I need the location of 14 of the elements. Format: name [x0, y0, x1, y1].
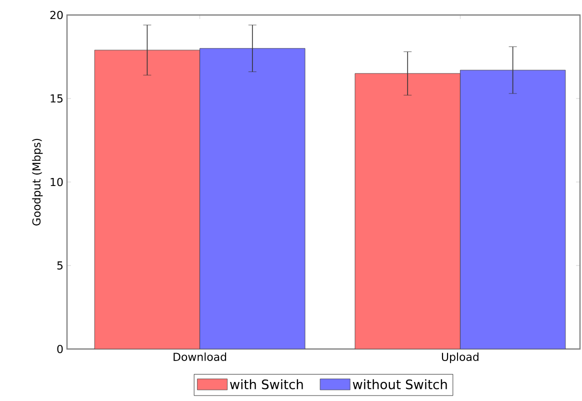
y-tick-label: 10 [50, 178, 63, 186]
y-tick-label: 20 [50, 10, 63, 20]
bar [354, 73, 460, 349]
y-tick-label: 5 [57, 261, 63, 270]
bar [94, 50, 200, 349]
bar [460, 70, 566, 349]
y-tick-label: 0 [57, 344, 63, 354]
y-axis-title: Goodput (Mbps) [32, 138, 43, 226]
text: without Switch [352, 379, 447, 390]
legend-label: with Switch [230, 379, 303, 390]
x-tick-label: Download [174, 352, 226, 362]
bar [200, 48, 306, 349]
y-tick-label: 15 [50, 94, 63, 103]
x-tick-label: Upload [442, 352, 478, 364]
